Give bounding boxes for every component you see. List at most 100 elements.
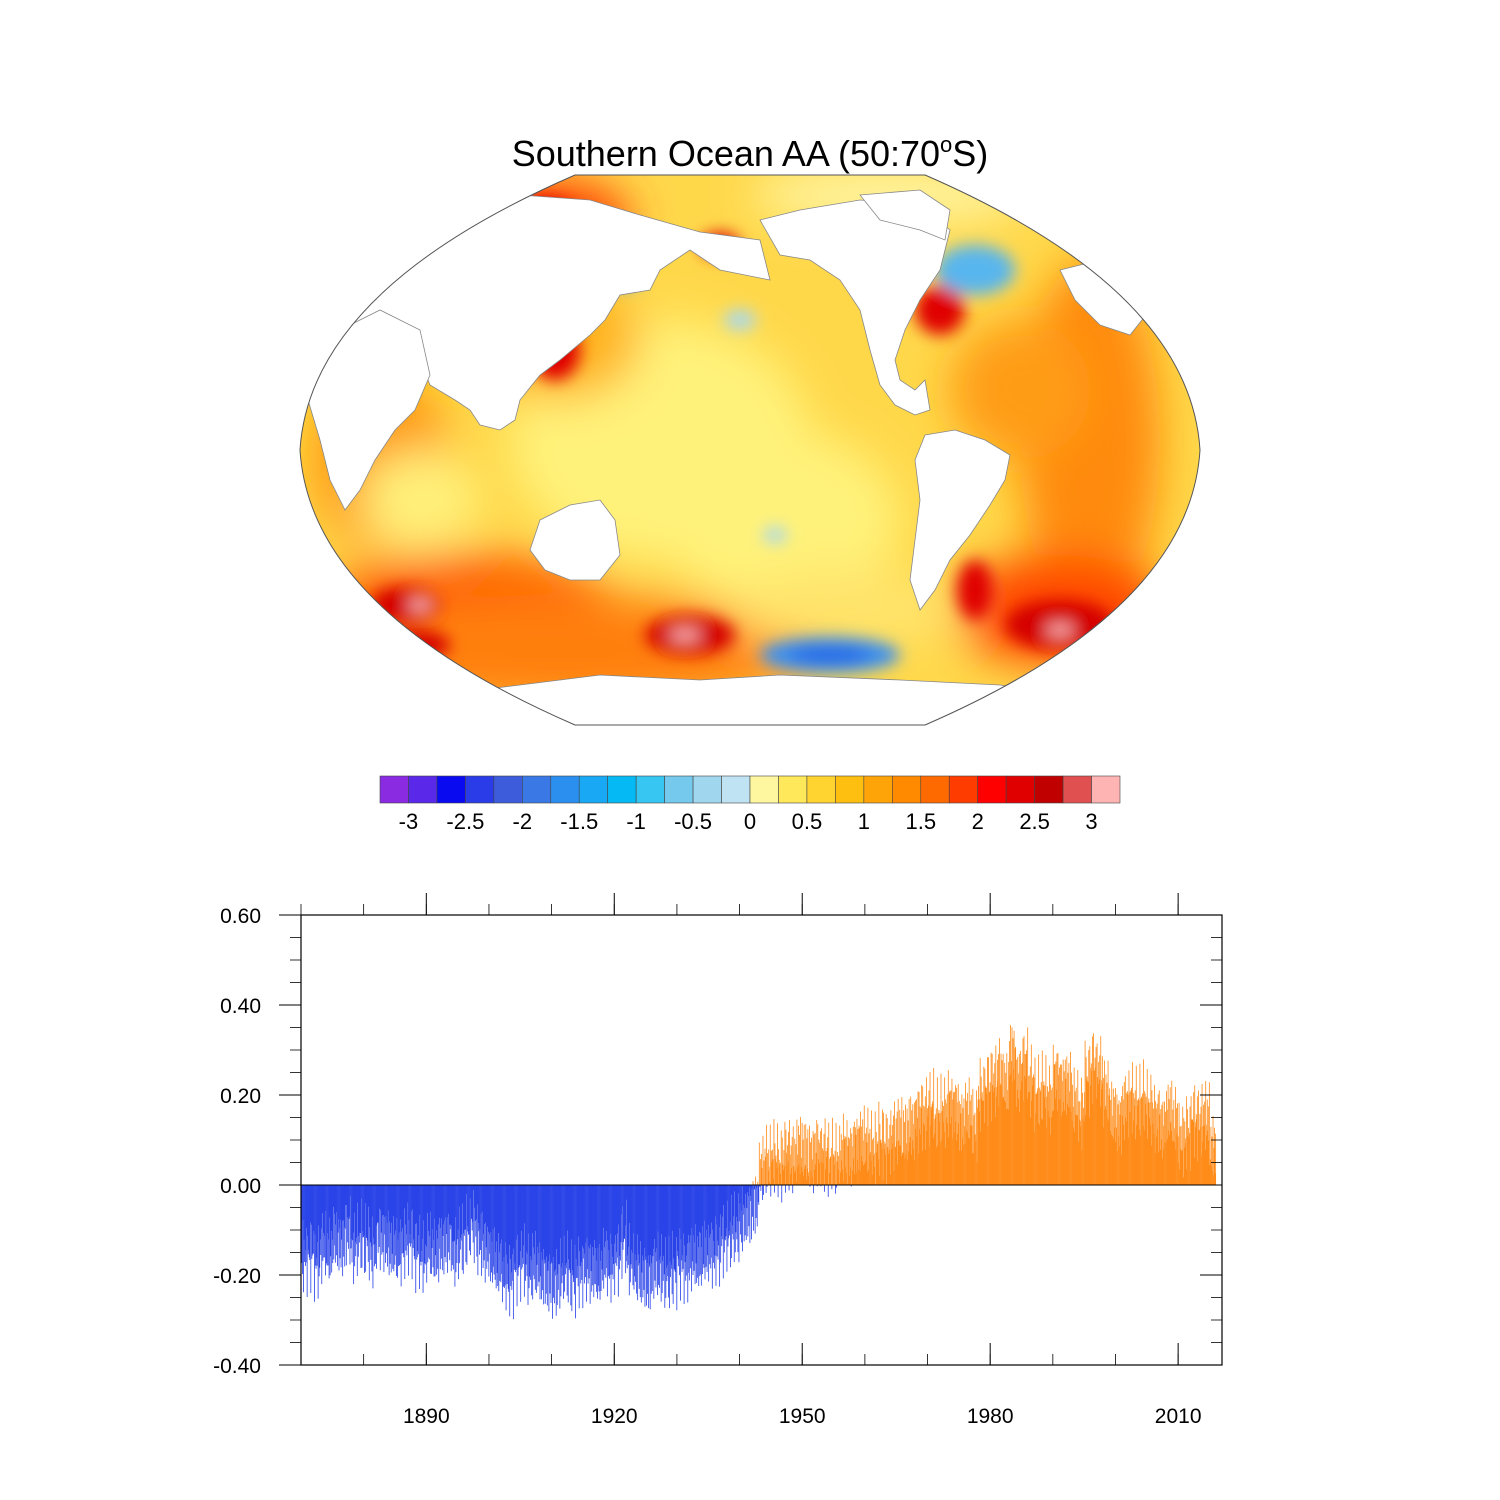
bar [1009, 1075, 1011, 1185]
bar [494, 1185, 496, 1280]
bar [535, 1185, 537, 1293]
bar [676, 1185, 678, 1252]
bar [542, 1185, 544, 1249]
bar [872, 1139, 874, 1185]
bar [591, 1185, 593, 1248]
bar [505, 1185, 506, 1243]
bar [1062, 1111, 1064, 1185]
bar [1206, 1124, 1208, 1185]
bar [859, 1127, 860, 1185]
bar [1109, 1088, 1111, 1185]
bar [587, 1185, 588, 1270]
bar [522, 1185, 524, 1264]
bar [874, 1111, 876, 1185]
colorbar-box [721, 775, 751, 804]
bar [670, 1185, 671, 1278]
antarctica-landmass [459, 674, 1121, 725]
bar [860, 1156, 862, 1185]
bar [351, 1185, 352, 1239]
bar [480, 1185, 482, 1214]
bar [327, 1185, 328, 1234]
bar [1116, 1127, 1117, 1185]
bar [644, 1185, 645, 1249]
bar [874, 1167, 876, 1185]
bar [758, 1185, 760, 1205]
bar [601, 1185, 603, 1251]
bar [662, 1185, 664, 1262]
bar [589, 1185, 591, 1249]
bar [861, 1161, 863, 1185]
bar [880, 1139, 882, 1185]
bar [787, 1145, 788, 1185]
bar [898, 1145, 900, 1185]
bar [849, 1167, 851, 1185]
bar [683, 1185, 685, 1304]
bar [1160, 1109, 1162, 1185]
bar [528, 1185, 529, 1234]
bar [822, 1148, 823, 1185]
bar [904, 1121, 905, 1185]
bar [419, 1185, 421, 1215]
bar [694, 1185, 696, 1285]
bar [677, 1185, 679, 1267]
bar [650, 1185, 652, 1294]
bar [377, 1185, 379, 1224]
bar [467, 1185, 469, 1232]
bar [319, 1185, 321, 1240]
bar [847, 1145, 849, 1185]
bar [985, 1087, 987, 1185]
bar [647, 1185, 649, 1256]
bar [809, 1125, 810, 1185]
bar [709, 1185, 711, 1265]
bar [750, 1185, 751, 1196]
bar [547, 1185, 549, 1262]
bar [402, 1185, 404, 1253]
bar [966, 1132, 968, 1185]
bar [1111, 1136, 1113, 1185]
bar [1039, 1087, 1041, 1185]
bar [953, 1132, 955, 1185]
bar [972, 1153, 974, 1185]
bar [574, 1185, 576, 1245]
bar [741, 1185, 742, 1243]
bar [310, 1185, 312, 1293]
bar [858, 1169, 859, 1185]
bar [771, 1162, 773, 1185]
bar [1060, 1064, 1061, 1185]
colorbar-box [749, 775, 779, 804]
bar [687, 1185, 689, 1235]
bar [622, 1185, 623, 1207]
bar [870, 1160, 872, 1185]
bar [774, 1185, 775, 1193]
bar [346, 1185, 348, 1243]
bar [1184, 1138, 1186, 1185]
bar [582, 1185, 584, 1249]
bar [337, 1185, 338, 1267]
bar [892, 1125, 893, 1185]
bar [742, 1185, 744, 1252]
bar [447, 1185, 449, 1214]
bar [690, 1185, 692, 1236]
bar [938, 1109, 940, 1185]
bar [1081, 1077, 1082, 1185]
bar [584, 1185, 586, 1254]
bar [335, 1185, 337, 1225]
bar [342, 1185, 344, 1221]
bar [570, 1185, 572, 1240]
bar [494, 1185, 496, 1228]
bar [332, 1185, 334, 1207]
bar [391, 1185, 393, 1223]
bar [561, 1185, 562, 1268]
bar [838, 1155, 840, 1185]
bar [1169, 1087, 1171, 1185]
colorbar-labels: -3 -2.5 -2 -1.5 -1 -0.5 0 0.5 1 1.5 2 2.5 3 [399, 809, 1098, 834]
bar [394, 1185, 396, 1265]
bar [580, 1185, 582, 1284]
bar [516, 1185, 517, 1240]
bar [918, 1091, 920, 1185]
bar [865, 1161, 867, 1185]
bar [597, 1185, 598, 1299]
bar [747, 1185, 749, 1237]
bar [353, 1185, 355, 1213]
bar [659, 1185, 660, 1288]
